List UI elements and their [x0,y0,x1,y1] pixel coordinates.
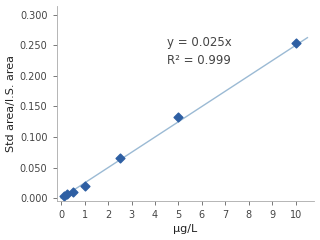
Point [117,156,122,160]
X-axis label: μg/L: μg/L [173,224,197,234]
Text: R² = 0.999: R² = 0.999 [167,54,231,67]
Y-axis label: Std area/I.S. area: Std area/I.S. area [5,55,16,152]
Text: y = 0.025x: y = 0.025x [167,36,231,49]
Point [293,42,298,45]
Point [65,192,70,196]
Point [61,194,66,198]
Point [70,190,76,194]
Point [176,115,181,119]
Point [82,184,87,188]
